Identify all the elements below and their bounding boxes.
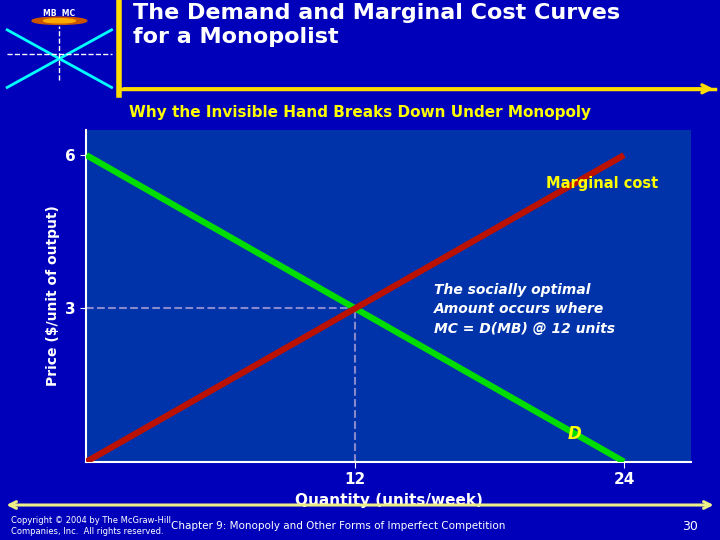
Text: 30: 30 [683, 520, 698, 533]
Circle shape [44, 19, 76, 23]
Text: The Demand and Marginal Cost Curves
for a Monopolist: The Demand and Marginal Cost Curves for … [133, 3, 621, 47]
Text: The socially optimal
Amount occurs where
MC = D(MB) @ 12 units: The socially optimal Amount occurs where… [433, 283, 615, 336]
Text: Why the Invisible Hand Breaks Down Under Monopoly: Why the Invisible Hand Breaks Down Under… [129, 105, 591, 119]
Text: MB  MC: MB MC [43, 10, 76, 18]
Text: Marginal cost: Marginal cost [546, 176, 658, 191]
X-axis label: Quantity (units/week): Quantity (units/week) [295, 492, 482, 508]
Y-axis label: Price ($/unit of output): Price ($/unit of output) [45, 205, 60, 386]
Text: Chapter 9: Monopoly and Other Forms of Imperfect Competition: Chapter 9: Monopoly and Other Forms of I… [171, 522, 505, 531]
Circle shape [32, 17, 87, 24]
Text: Copyright © 2004 by The McGraw-Hill
Companies, Inc.  All rights reserved.: Copyright © 2004 by The McGraw-Hill Comp… [11, 516, 171, 536]
Text: D: D [568, 424, 582, 443]
